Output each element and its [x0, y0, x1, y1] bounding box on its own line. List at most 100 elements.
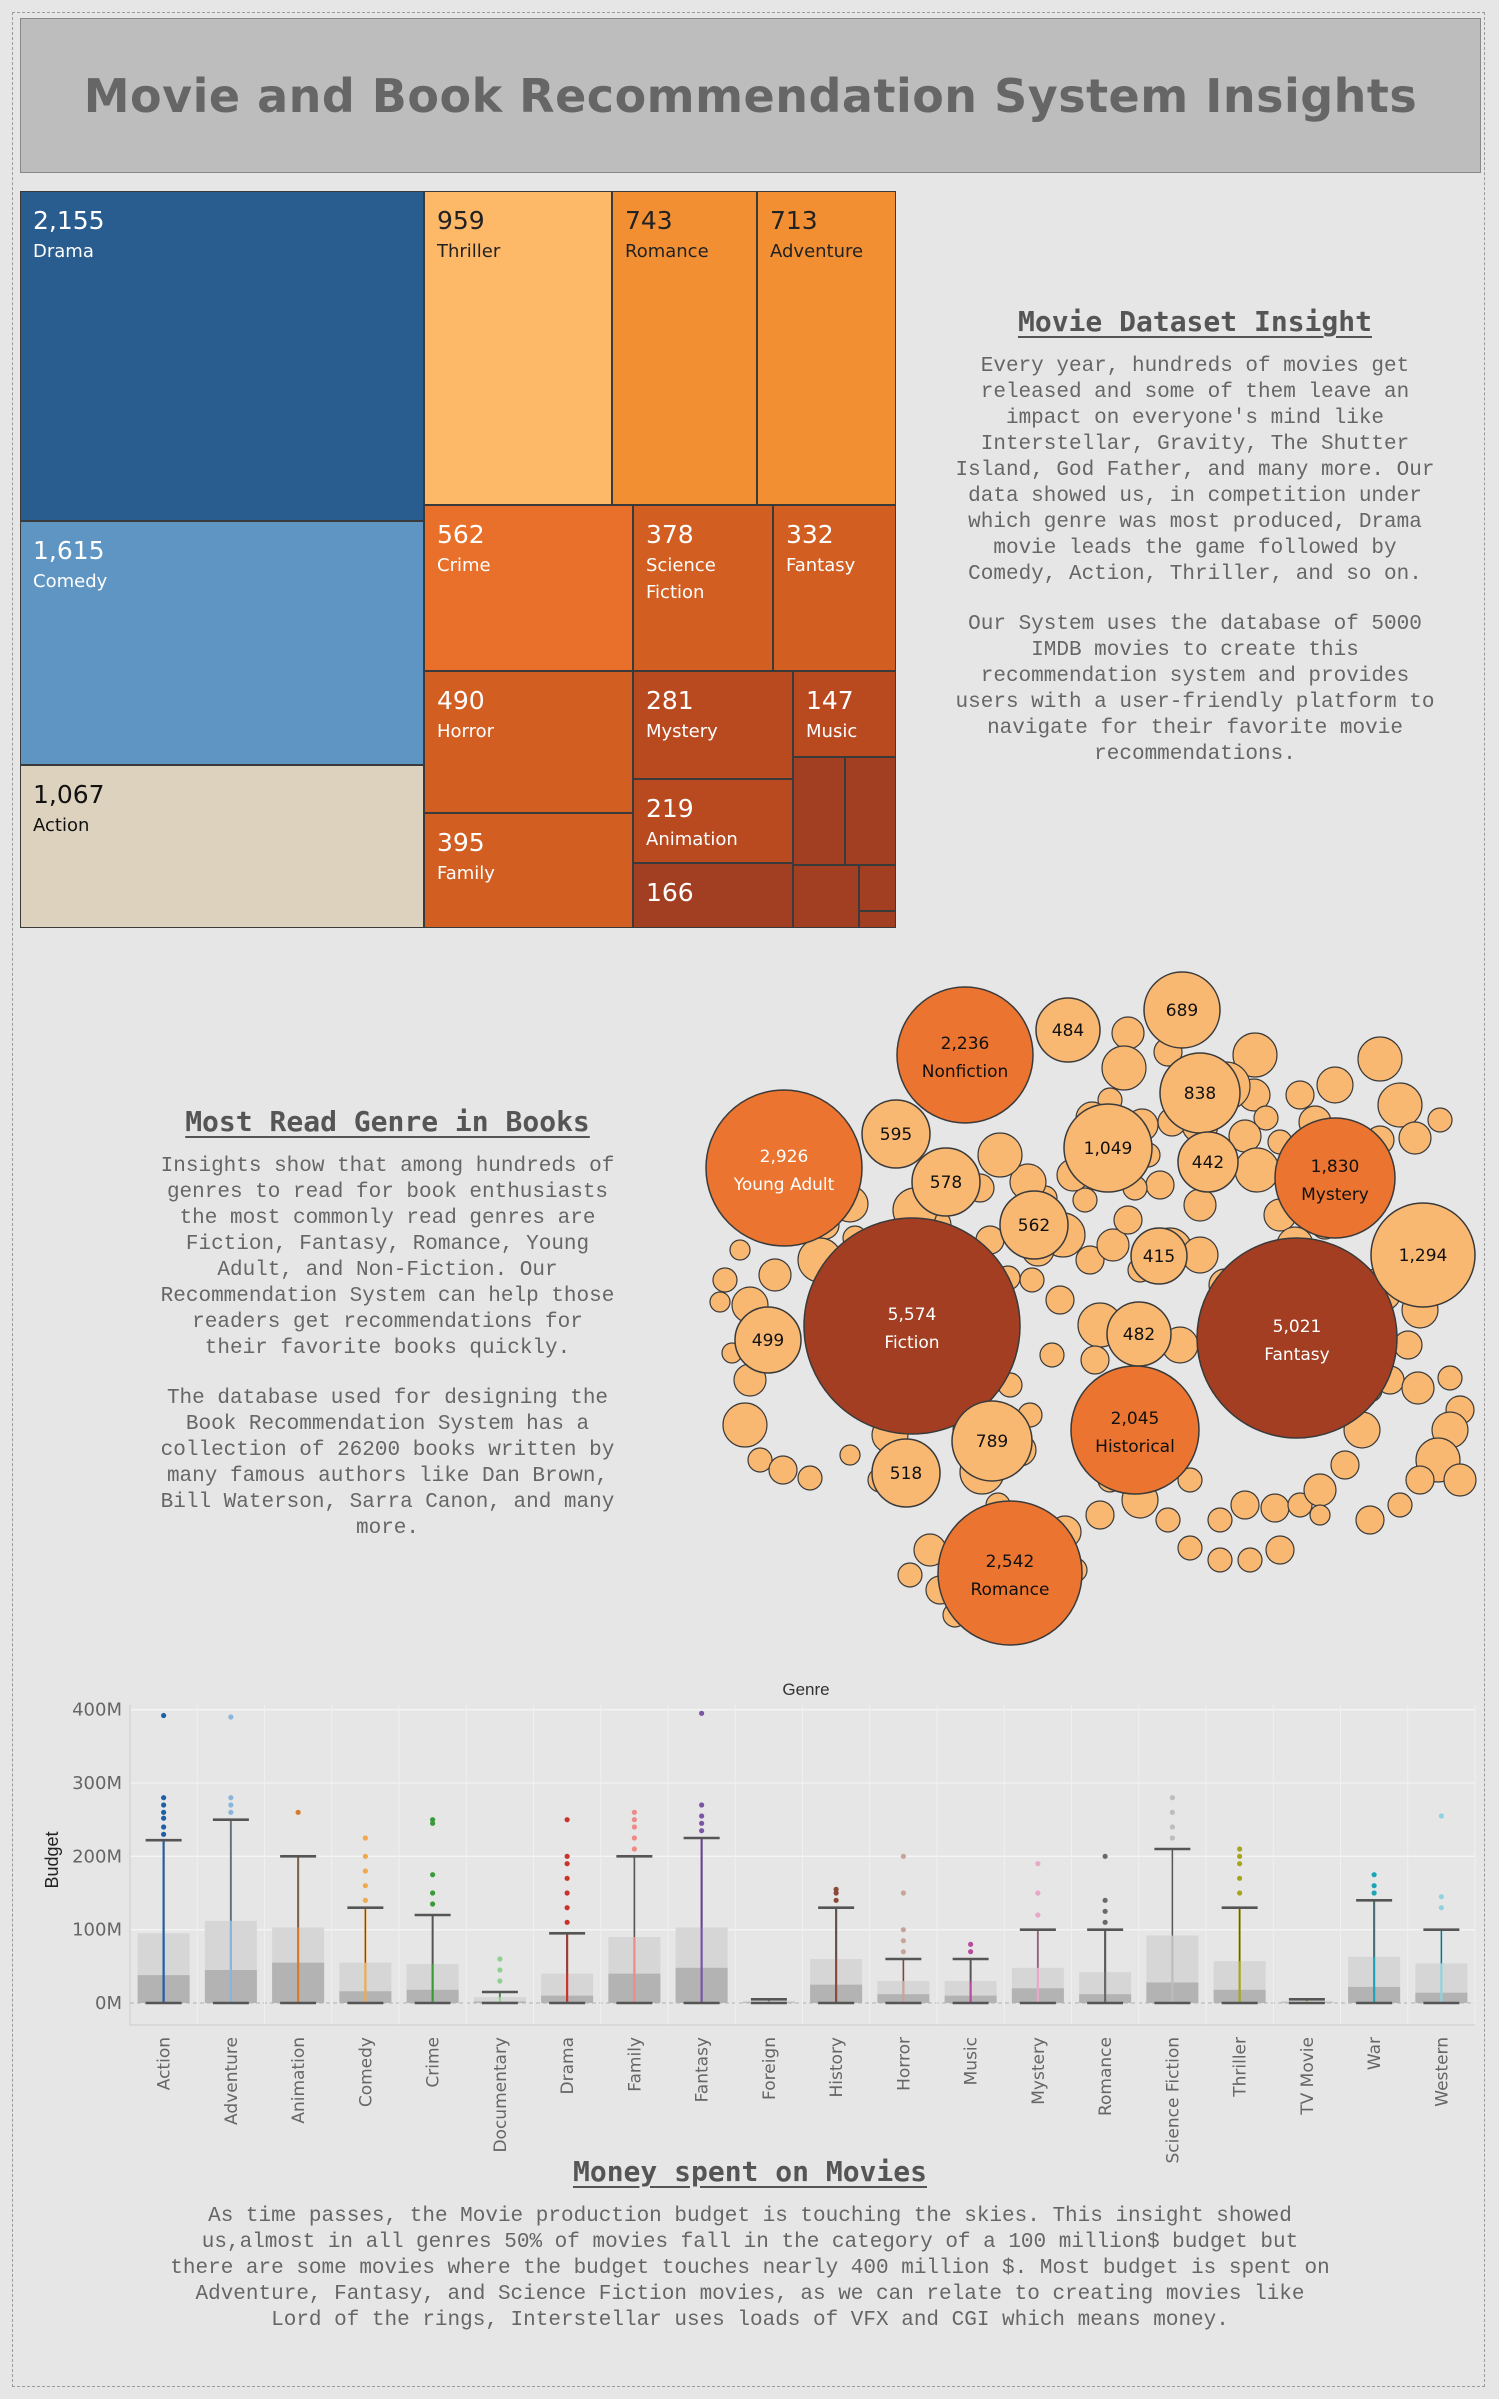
bubble-filler: [768, 1455, 798, 1485]
treemap-cell-small-2: [793, 865, 859, 928]
bubble-value-label: 499: [752, 1331, 784, 1351]
outlier-point: [228, 1809, 234, 1815]
outlier-point: [833, 1890, 839, 1896]
outlier-point: [1102, 1853, 1108, 1859]
bubble-filler: [1398, 1121, 1432, 1155]
bubble-filler: [1145, 1170, 1175, 1200]
x-tick-label: Animation: [289, 2037, 309, 2124]
bubble-filler: [1080, 1345, 1110, 1375]
bubble-value-689: [1143, 971, 1221, 1049]
bubble-value-1049: [1063, 1103, 1153, 1193]
bubble-filler: [1265, 1535, 1295, 1565]
bubble-value-499: [734, 1306, 802, 1374]
outlier-point: [1371, 1890, 1377, 1896]
outlier-point: [1237, 1890, 1243, 1896]
x-tick-label: Music: [962, 2037, 982, 2085]
x-tick-label: Horror: [894, 2037, 914, 2091]
treemap-cell-small-1: [845, 757, 896, 865]
outlier-point: [497, 1967, 503, 1973]
bubble-filler: [1309, 1504, 1331, 1526]
outlier-point: [161, 1815, 167, 1821]
bubble-value-label: 484: [1052, 1021, 1084, 1041]
bubble-filler: [1075, 1245, 1105, 1275]
bubble-filler: [722, 1402, 768, 1448]
bubble-filler: [1287, 1492, 1313, 1518]
treemap-label: Action: [33, 815, 90, 836]
x-tick-label: History: [827, 2037, 847, 2097]
outlier-point: [1102, 1919, 1108, 1925]
treemap-value: 1,067: [33, 780, 105, 809]
treemap-label: Horror: [437, 721, 495, 742]
bubble-filler: [1387, 1492, 1413, 1518]
treemap-value: 166: [646, 878, 694, 907]
y-axis-label: Budget: [42, 1831, 62, 1888]
treemap-cell-unlabeled-14: 166: [633, 863, 793, 928]
bubble-filler: [1253, 1105, 1279, 1131]
x-tick-label: Comedy: [356, 2037, 376, 2107]
treemap-value: 713: [770, 206, 818, 235]
outlier-point: [631, 1835, 637, 1841]
movie-genre-treemap: 2,155 Drama 1,615 Comedy 1,067 Action 959 Thril…: [20, 191, 896, 928]
x-tick-label: TV Movie: [1298, 2037, 1318, 2116]
outlier-point: [430, 1820, 436, 1826]
bubble-value-label: 838: [1184, 1084, 1216, 1104]
outlier-point: [430, 1872, 436, 1878]
movie-insight-section: Movie Dataset Insight Every year, hundre…: [905, 305, 1485, 792]
bubble-filler: [1085, 1500, 1115, 1530]
movie-insight-paragraph-1: Every year, hundreds of movies get relea…: [955, 355, 1435, 586]
bubble-filler: [1045, 1285, 1075, 1315]
outlier-point: [900, 1890, 906, 1896]
treemap-label: Crime: [437, 555, 491, 576]
outlier-point: [833, 1897, 839, 1903]
outlier-point: [295, 1809, 301, 1815]
bubble-value-label: 595: [880, 1125, 912, 1145]
bubble-value-518: [871, 1438, 941, 1508]
bubble-filler: [1393, 1330, 1423, 1360]
bubble-filler: [1437, 1365, 1463, 1391]
book-insight-section: Most Read Genre in Books Insights show t…: [100, 1105, 675, 1566]
outlier-point: [699, 1820, 705, 1826]
treemap-label: Science Fiction: [646, 555, 716, 603]
bubble-filler: [729, 1239, 751, 1261]
bubble-filler: [1232, 1032, 1278, 1078]
outlier-point: [1237, 1875, 1243, 1881]
bubble-value-label: 2,236: [941, 1034, 990, 1054]
x-tick-label: Action: [155, 2037, 175, 2090]
bubble-filler: [1285, 1080, 1315, 1110]
bubble-value-label: 518: [890, 1464, 922, 1484]
treemap-cell-horror: 490 Horror: [424, 671, 633, 813]
bubble-filler: [1377, 1082, 1423, 1128]
bubble-filler: [977, 1132, 1023, 1178]
outlier-point: [1169, 1795, 1175, 1801]
bubble-filler: [1039, 1342, 1065, 1368]
treemap-cell-thriller: 959 Thriller: [424, 191, 612, 505]
treemap-value: 2,155: [33, 206, 105, 235]
outlier-point: [1035, 1890, 1041, 1896]
title-banner: Movie and Book Recommendation System Ins…: [20, 18, 1481, 173]
x-tick-label: Drama: [558, 2037, 578, 2094]
outlier-point: [631, 1824, 637, 1830]
bubble-value-442: [1177, 1131, 1239, 1193]
y-tick-label: 400M: [72, 1700, 122, 1721]
outlier-point: [564, 1853, 570, 1859]
bubble-filler: [1207, 1547, 1233, 1573]
bubble-value-label: 2,926: [760, 1147, 809, 1167]
money-insight-paragraph: As time passes, the Movie production bud…: [170, 2205, 1330, 2332]
treemap-cell-fantasy: 332 Fantasy: [773, 505, 896, 671]
x-tick-label: Thriller: [1231, 2037, 1251, 2098]
bubble-filler: [797, 1465, 823, 1491]
bubble-filler: [1357, 1036, 1403, 1082]
bubble-filler: [1072, 1187, 1098, 1213]
treemap-cell-small-4: [859, 911, 896, 928]
y-tick-label: 200M: [72, 1846, 122, 1867]
outlier-point: [228, 1802, 234, 1808]
x-tick-label: Western: [1432, 2037, 1452, 2107]
outlier-point: [564, 1861, 570, 1867]
bubble-filler: [1230, 1490, 1260, 1520]
bubble-young-adult: [705, 1089, 863, 1247]
bubble-value-label: 689: [1166, 1001, 1198, 1021]
treemap-label: Mystery: [646, 721, 718, 742]
outlier-point: [430, 1890, 436, 1896]
treemap-cell-music: 147 Music: [793, 671, 896, 757]
x-tick-label: War: [1365, 2037, 1385, 2070]
